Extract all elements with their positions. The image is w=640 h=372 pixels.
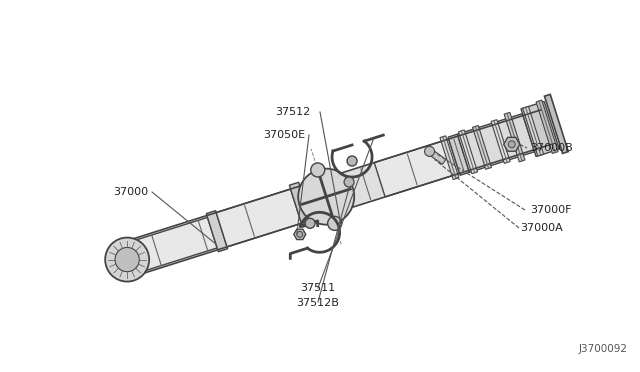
Polygon shape [472, 125, 492, 169]
Polygon shape [289, 182, 312, 227]
Text: 37050E: 37050E [263, 130, 305, 140]
Circle shape [297, 231, 303, 237]
Polygon shape [491, 120, 510, 163]
Polygon shape [545, 94, 568, 153]
Text: J3700092: J3700092 [579, 344, 628, 354]
Circle shape [347, 156, 357, 166]
Polygon shape [440, 136, 459, 180]
Circle shape [311, 163, 324, 177]
Polygon shape [536, 100, 558, 154]
Text: 37512: 37512 [275, 107, 310, 117]
Circle shape [115, 247, 140, 272]
Text: 37000: 37000 [113, 187, 148, 197]
Polygon shape [133, 217, 217, 272]
Polygon shape [216, 189, 301, 247]
Polygon shape [448, 134, 469, 175]
Circle shape [344, 177, 354, 187]
Polygon shape [458, 113, 534, 172]
Text: 37000F: 37000F [530, 205, 572, 215]
Circle shape [105, 238, 149, 282]
Circle shape [508, 141, 515, 148]
Circle shape [305, 218, 315, 228]
Polygon shape [374, 139, 460, 197]
Text: 37512B: 37512B [296, 298, 339, 308]
Polygon shape [504, 137, 520, 151]
Circle shape [298, 169, 354, 225]
Polygon shape [129, 110, 552, 275]
Polygon shape [206, 211, 228, 252]
Polygon shape [523, 106, 543, 156]
Polygon shape [428, 149, 446, 164]
Polygon shape [458, 130, 477, 174]
Polygon shape [521, 102, 559, 157]
Circle shape [328, 217, 342, 230]
Circle shape [424, 147, 435, 156]
Text: 37000B: 37000B [530, 143, 573, 153]
Text: 37000A: 37000A [520, 223, 563, 233]
Polygon shape [504, 112, 525, 162]
Text: 37511: 37511 [300, 283, 335, 293]
Polygon shape [294, 229, 306, 240]
